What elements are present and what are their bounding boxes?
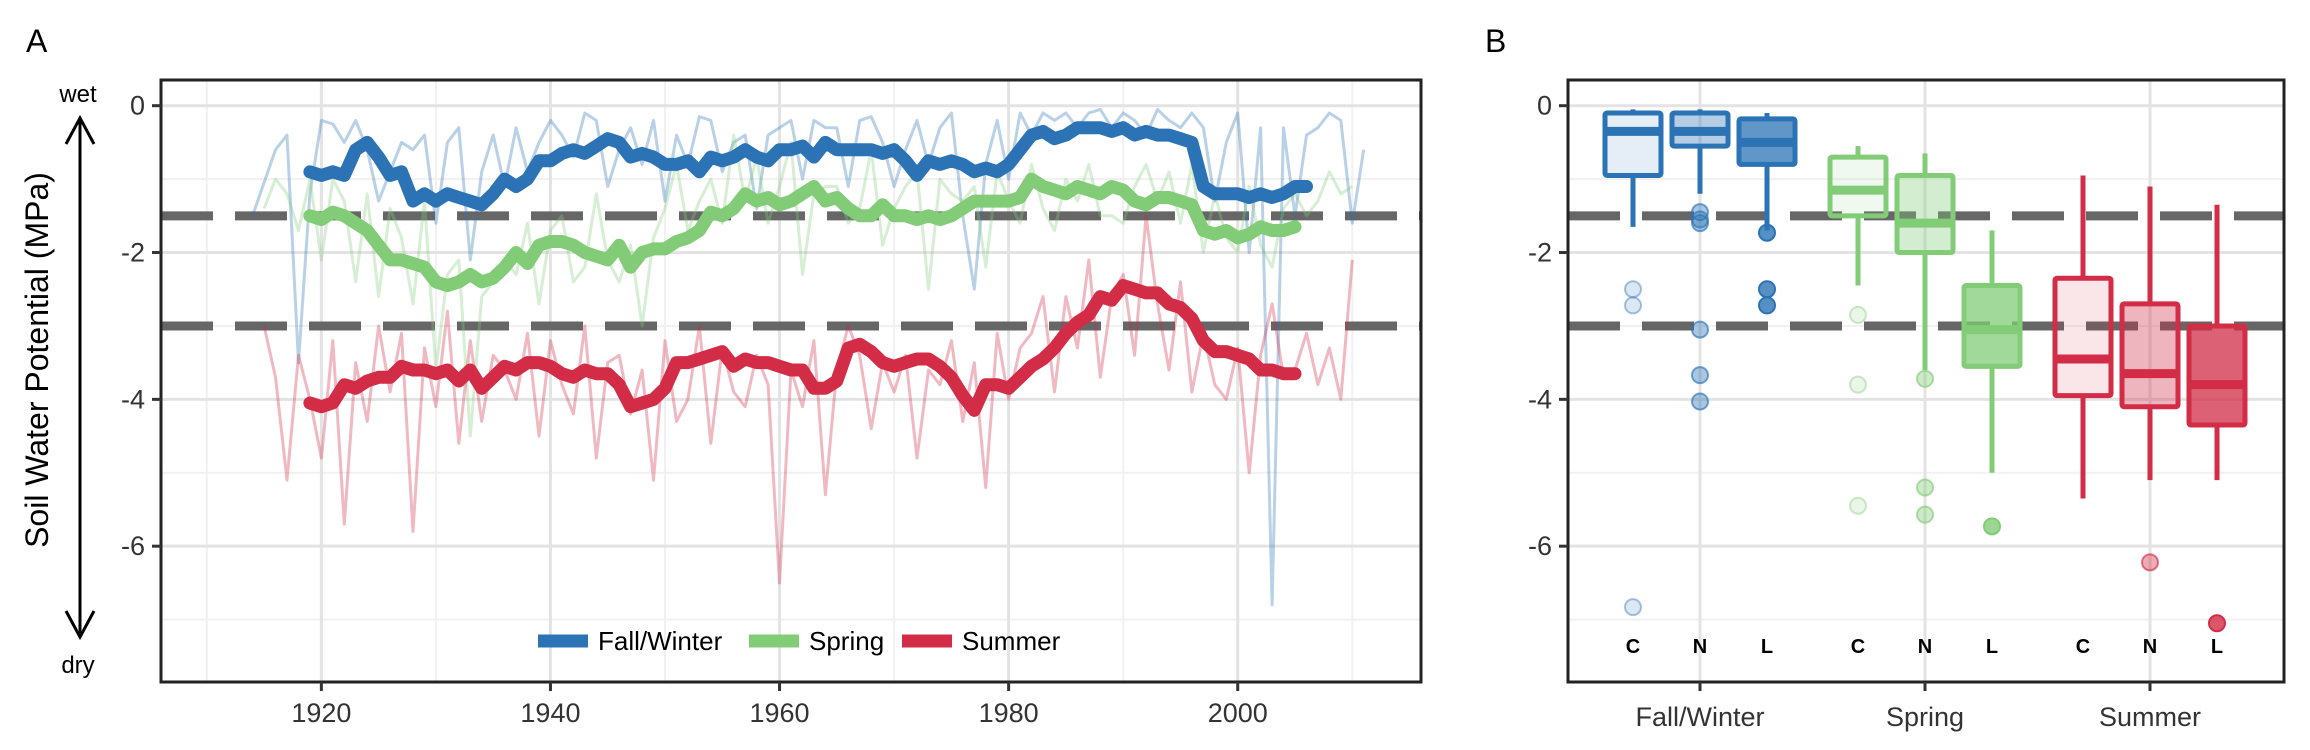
box-body	[1894, 172, 1956, 256]
x-tick-label: 1980	[979, 698, 1039, 728]
legend-label-fall-winter: Fall/Winter	[598, 626, 723, 656]
x-tick-label: 1960	[750, 698, 810, 728]
panel-b-x-ticks: Fall/Winter Spring Summer	[1635, 682, 2201, 732]
y-tick-label: -6	[121, 531, 145, 561]
x-tick-label: 1920	[291, 698, 351, 728]
outlier-point	[1758, 223, 1776, 242]
panel-a-x-ticks: 1920 1940 1960 1980 2000	[291, 682, 1268, 728]
group-label-n: N	[1918, 636, 1932, 658]
outlier-point	[1691, 214, 1709, 233]
y-tick-label: -4	[121, 384, 145, 414]
box-body	[2186, 323, 2248, 428]
outlier-point	[1849, 375, 1867, 394]
legend-label-summer: Summer	[962, 626, 1061, 656]
x-tick-label-summer: Summer	[2099, 702, 2201, 732]
outlier-point	[1624, 598, 1642, 617]
boxplot-spring-l	[1961, 230, 2023, 536]
group-label-l: L	[1986, 636, 1998, 658]
boxplot-spring-n	[1894, 153, 1956, 524]
group-label-n: N	[1693, 636, 1707, 658]
panel-b-boxes	[1602, 109, 2248, 633]
y-tick-label: -4	[1528, 384, 1552, 414]
group-label-n: N	[2143, 636, 2157, 658]
annual-line-fall-winter	[251, 107, 1366, 607]
smoothed-line-spring	[303, 172, 1302, 293]
y-tick-label: 0	[130, 91, 145, 121]
outlier-point	[1691, 366, 1709, 385]
y-axis-title: Soil Water Potential (MPa)	[19, 172, 55, 548]
boxplot-fall-winter-l	[1736, 113, 1798, 315]
group-label-l: L	[2211, 636, 2223, 658]
group-label-c: C	[1851, 636, 1865, 658]
smoothed-line-fall-winter	[303, 121, 1313, 212]
arrow-label-dry: dry	[61, 652, 94, 679]
wet-dry-arrow	[64, 114, 96, 641]
outlier-point	[1758, 280, 1776, 299]
panel-b-grid	[1568, 80, 2284, 682]
y-tick-label: -2	[121, 238, 145, 268]
y-tick-label: -2	[1528, 238, 1552, 268]
boxplot-summer-c	[2052, 175, 2114, 499]
outlier-point	[1691, 392, 1709, 411]
panel-a-thresholds	[161, 211, 1421, 331]
outlier-point	[2208, 614, 2226, 633]
boxplot-summer-l	[2186, 204, 2248, 633]
outlier-point	[1691, 320, 1709, 339]
y-tick-label: -6	[1528, 531, 1552, 561]
group-label-l: L	[1761, 636, 1773, 658]
outlier-point	[1916, 505, 1934, 524]
panel-b-thresholds	[1568, 211, 2284, 331]
arrow-label-wet: wet	[58, 81, 97, 108]
boxplot-spring-c	[1827, 146, 1889, 515]
group-label-c: C	[2076, 636, 2090, 658]
panel-label-b: B	[1485, 23, 1506, 59]
outlier-point	[1916, 369, 1934, 388]
panel-label-a: A	[26, 23, 48, 59]
outlier-point	[1849, 305, 1867, 324]
outlier-point	[2141, 553, 2159, 572]
outlier-point	[1983, 517, 2001, 536]
y-tick-label: 0	[1537, 91, 1552, 121]
outlier-point	[1916, 478, 1934, 497]
outlier-point	[1849, 496, 1867, 515]
box-body	[2119, 301, 2181, 410]
panel-a-smoothed-series	[303, 121, 1313, 417]
boxplot-fall-winter-c	[1602, 109, 1664, 617]
smoothed-line-summer	[303, 279, 1302, 417]
panel-b: 0 -2 -4 -6 Fall/Winter Spring Summer C N L C N L C N…	[1528, 78, 2286, 732]
x-tick-label-spring: Spring	[1886, 702, 1964, 732]
panel-a-y-ticks: 0 -2 -4 -6	[121, 91, 161, 561]
x-tick-label: 2000	[1208, 698, 1268, 728]
outlier-point	[1758, 296, 1776, 315]
boxplot-fall-winter-n	[1669, 109, 1731, 411]
panel-b-y-ticks: 0 -2 -4 -6	[1528, 91, 1568, 561]
panel-a: 0 -2 -4 -6 1920 1940 1960 1980 2000 Fall/Winter…	[121, 78, 1423, 728]
x-tick-label: 1940	[520, 698, 580, 728]
panel-a-frame	[159, 78, 1423, 684]
boxplot-summer-n	[2119, 186, 2181, 572]
legend-label-spring: Spring	[809, 626, 884, 656]
legend: Fall/Winter Spring Summer	[538, 626, 1061, 656]
x-tick-label-fall-winter: Fall/Winter	[1635, 702, 1764, 732]
outlier-point	[1624, 296, 1642, 315]
outlier-point	[1624, 280, 1642, 299]
box-body	[1602, 110, 1664, 178]
group-label-c: C	[1626, 636, 1640, 658]
box-body	[2052, 275, 2114, 399]
